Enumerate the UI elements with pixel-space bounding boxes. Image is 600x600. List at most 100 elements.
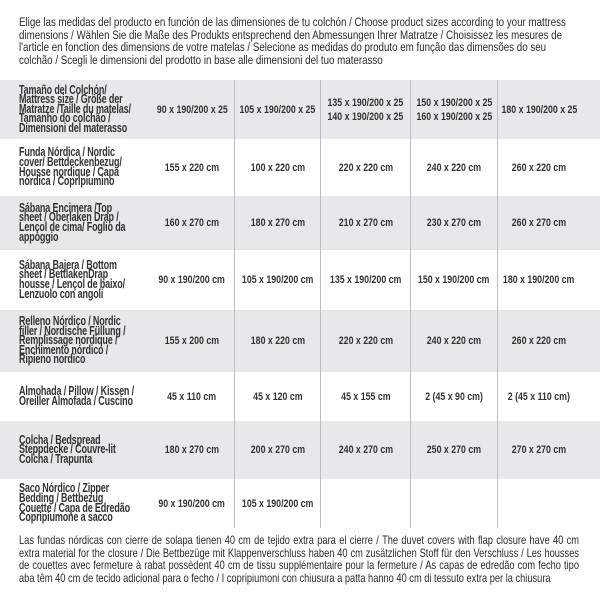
size-cell: 220 x 220 cm: [320, 139, 410, 196]
size-value: 220 x 220 cm: [338, 161, 393, 174]
row-label-text: Relleno Nórdico / Nordic filler / Nordis…: [19, 314, 126, 367]
footer-note: Las fundas nórdicas con cierre de solapa…: [19, 534, 579, 585]
table-row-bottom-sheet: Sábana Bajera / Bottom sheet / Bettlaken…: [0, 250, 600, 310]
size-cell: 90 x 190/200 cm: [150, 250, 234, 310]
size-value: 135 x 190/200 x 25 140 x 190/200 x 25: [327, 96, 404, 123]
size-cell: 150 x 190/200 x 25 160 x 190/200 x 25: [410, 80, 497, 139]
table-row-mattress-size: Tamaño del Colchón/ Mattress size / Größ…: [0, 80, 600, 139]
size-cell: 90 x 190/200 x 25: [150, 80, 234, 139]
size-cell: 155 x 220 cm: [150, 139, 234, 196]
size-value: 105 x 190/200 cm: [241, 497, 314, 510]
size-cell: 45 x 110 cm: [150, 372, 234, 421]
row-label-text: Sábana Bajera / Bottom sheet / Bettlaken…: [19, 257, 125, 301]
size-cell: 2 (45 x 110 cm): [497, 372, 580, 421]
size-value: 45 x 155 cm: [340, 390, 391, 403]
size-value: 180 x 220 cm: [250, 335, 305, 347]
size-cell: 180 x 220 cm: [234, 310, 320, 372]
size-value: 45 x 110 cm: [167, 390, 217, 403]
size-value: 210 x 270 cm: [338, 217, 393, 229]
size-value: 45 x 120 cm: [252, 390, 303, 403]
size-value: 180 x 270 cm: [164, 444, 220, 456]
row-label: Sábana Encimera /Top sheet / Oberlaken D…: [0, 200, 150, 244]
size-cell: 155 x 200 cm: [150, 310, 234, 372]
size-value: 240 x 270 cm: [338, 444, 393, 456]
row-label-text: Tamaño del Colchón/ Mattress size / Größ…: [19, 82, 131, 135]
size-value: 2 (45 x 110 cm): [507, 390, 571, 403]
size-cell: 210 x 270 cm: [320, 196, 410, 250]
table-row-top-sheet: Sábana Encimera /Top sheet / Oberlaken D…: [0, 196, 600, 250]
size-cell: 180 x 270 cm: [234, 196, 320, 250]
size-cell: 260 x 220 cm: [497, 310, 580, 372]
size-cell: 260 x 270 cm: [497, 196, 580, 250]
row-label: Colcha / Bedspread Steppdecke / Couvre-l…: [0, 432, 150, 466]
row-label-text: Funda Nórdica / Nordic cover/ Bettdecken…: [19, 145, 122, 189]
size-value: 155 x 220 cm: [164, 161, 220, 174]
table-row-duvet-filler: Relleno Nórdico / Nordic filler / Nordis…: [0, 310, 600, 372]
size-value: 160 x 270 cm: [164, 217, 220, 229]
intro-text: Elige las medidas del producto en funció…: [19, 15, 566, 67]
size-cell: 220 x 220 cm: [320, 310, 410, 372]
size-cell: 240 x 270 cm: [320, 421, 410, 479]
size-value: 90 x 190/200 cm: [158, 274, 226, 286]
size-value: 230 x 270 cm: [426, 217, 482, 229]
size-cell: 160 x 270 cm: [150, 196, 234, 250]
row-label: Relleno Nórdico / Nordic filler / Nordis…: [0, 314, 150, 367]
size-cell: 45 x 120 cm: [234, 372, 320, 421]
row-label-text: Sábana Encimera /Top sheet / Oberlaken D…: [19, 200, 126, 244]
row-label: Saco Nórdico / Zipper Bedding / Bettbezu…: [0, 481, 150, 525]
size-value: 180 x 270 cm: [250, 217, 305, 229]
size-value: 180 x 190/200 cm: [503, 274, 575, 286]
size-cell: 135 x 190/200 x 25 140 x 190/200 x 25: [320, 80, 410, 139]
size-cell: 150 x 190/200 cm: [410, 250, 497, 310]
size-value: 220 x 220 cm: [338, 335, 393, 347]
size-cell: 250 x 270 cm: [410, 421, 497, 479]
row-label: Sábana Bajera / Bottom sheet / Bettlaken…: [0, 257, 150, 301]
size-cell: 105 x 190/200 cm: [234, 250, 320, 310]
row-label: Tamaño del Colchón/ Mattress size / Größ…: [0, 82, 150, 135]
size-cell: 240 x 220 cm: [410, 139, 497, 196]
size-value: 90 x 190/200 x 25: [156, 103, 228, 116]
row-label: Almohada / Pillow / Kissen / Oreiller Al…: [0, 383, 150, 408]
size-value: 150 x 190/200 x 25 160 x 190/200 x 25: [416, 96, 492, 123]
size-value: 155 x 200 cm: [164, 335, 220, 347]
size-cell: 180 x 190/200 x 25: [497, 80, 580, 139]
size-value: 260 x 220 cm: [511, 335, 567, 347]
size-cell: [320, 479, 410, 528]
size-value: 200 x 270 cm: [250, 444, 305, 456]
size-value: 180 x 190/200 x 25: [501, 103, 577, 116]
size-cell: 270 x 270 cm: [497, 421, 580, 479]
size-cell: 45 x 155 cm: [320, 372, 410, 421]
size-value: 105 x 190/200 cm: [241, 274, 314, 286]
size-cell: 240 x 220 cm: [410, 310, 497, 372]
size-value: 260 x 220 cm: [511, 161, 567, 174]
table-row-bedspread: Colcha / Bedspread Steppdecke / Couvre-l…: [0, 421, 600, 479]
table-row-zipper-bedding: Saco Nórdico / Zipper Bedding / Bettbezu…: [0, 479, 600, 528]
size-table: Tamaño del Colchón/ Mattress size / Größ…: [0, 80, 600, 528]
size-cell: [410, 479, 497, 528]
size-cell: [497, 479, 580, 528]
size-cell: 105 x 190/200 cm: [234, 479, 320, 528]
row-label-text: Saco Nórdico / Zipper Bedding / Bettbezu…: [19, 481, 130, 525]
row-label-text: Colcha / Bedspread Steppdecke / Couvre-l…: [19, 432, 116, 466]
row-label: Funda Nórdica / Nordic cover/ Bettdecken…: [0, 145, 150, 189]
size-cell: 180 x 270 cm: [150, 421, 234, 479]
size-cell: 260 x 220 cm: [497, 139, 580, 196]
size-cell: 200 x 270 cm: [234, 421, 320, 479]
size-cell: 90 x 190/200 cm: [150, 479, 234, 528]
size-cell: 2 (45 x 90 cm): [410, 372, 497, 421]
size-value: 100 x 220 cm: [250, 161, 305, 174]
size-value: 240 x 220 cm: [426, 161, 482, 174]
size-value: 240 x 220 cm: [426, 335, 482, 347]
size-cell: 180 x 190/200 cm: [497, 250, 580, 310]
size-value: 260 x 270 cm: [511, 217, 567, 229]
size-value: 250 x 270 cm: [426, 444, 482, 456]
size-value: 105 x 190/200 x 25: [239, 103, 316, 116]
size-value: 2 (45 x 90 cm): [425, 390, 483, 403]
size-value: 150 x 190/200 cm: [418, 274, 490, 286]
row-label-text: Almohada / Pillow / Kissen / Oreiller Al…: [19, 383, 134, 408]
size-cell: 135 x 190/200 cm: [320, 250, 410, 310]
table-row-duvet-cover: Funda Nórdica / Nordic cover/ Bettdecken…: [0, 139, 600, 196]
size-cell: 230 x 270 cm: [410, 196, 497, 250]
size-value: 90 x 190/200 cm: [158, 497, 226, 510]
size-cell: 105 x 190/200 x 25: [234, 80, 320, 139]
